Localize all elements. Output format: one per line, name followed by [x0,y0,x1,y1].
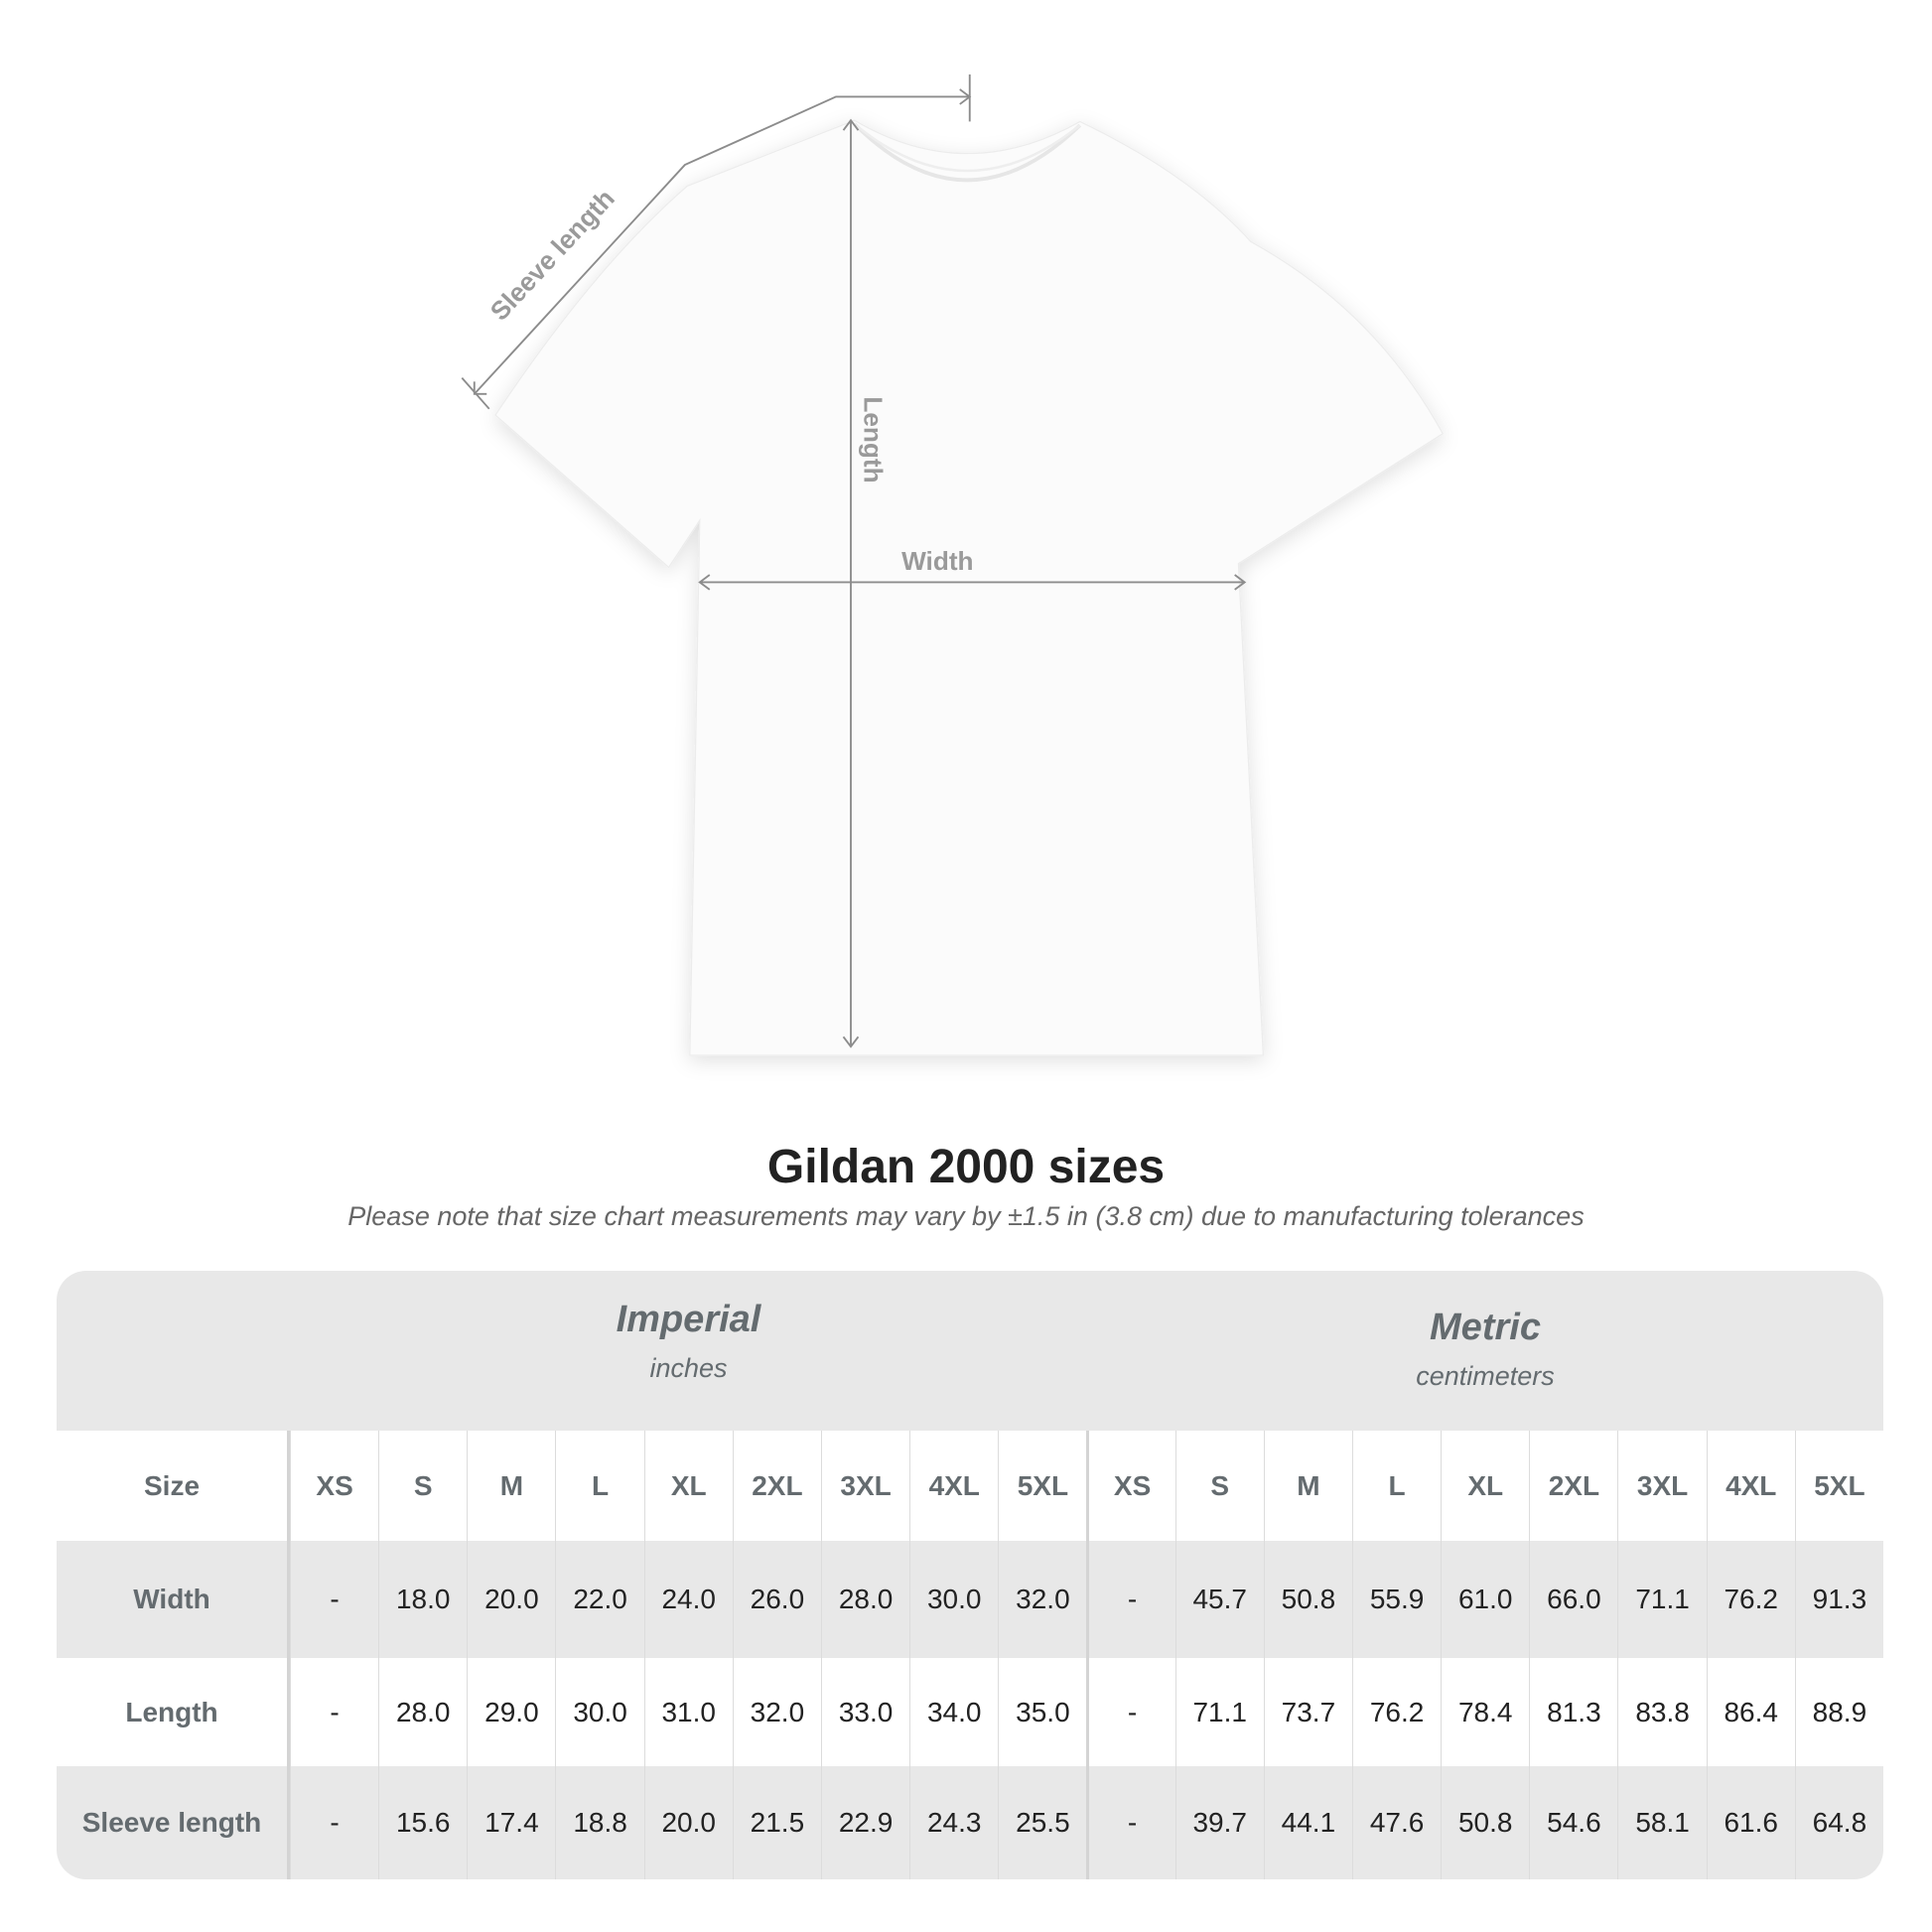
imperial-value: 20.0 [467,1541,555,1658]
size-header-metric: S [1174,1431,1264,1541]
size-header-metric: 3XL [1617,1431,1706,1541]
imperial-unit: inches [649,1353,728,1383]
size-label: Size [57,1431,290,1541]
metric-value: 47.6 [1351,1766,1441,1879]
metric-value: 83.8 [1617,1658,1706,1766]
length-label: Length [859,396,889,483]
imperial-value: 25.5 [998,1766,1086,1879]
imperial-value: 32.0 [998,1541,1086,1658]
imperial-value: 28.0 [820,1541,909,1658]
page-title: Gildan 2000 sizes [766,1141,1166,1193]
size-header-imperial: L [555,1431,643,1541]
size-header-metric: XL [1441,1431,1529,1541]
size-header-imperial: XL [643,1431,733,1541]
size-header-metric: 4XL [1706,1431,1795,1541]
imperial-value: 18.0 [378,1541,467,1658]
metric-value: 88.9 [1794,1658,1883,1766]
size-header-metric: M [1263,1431,1352,1541]
imperial-value: - [290,1766,378,1879]
tshirt-shape [494,119,1445,1056]
imperial-value: 26.0 [732,1541,821,1658]
row-label: Width [57,1541,290,1658]
imperial-value: 28.0 [378,1658,467,1766]
metric-value: 54.6 [1529,1766,1617,1879]
metric-value: 39.7 [1174,1766,1264,1879]
imperial-value: 32.0 [732,1658,821,1766]
metric-value: 71.1 [1617,1541,1706,1658]
imperial-value: 30.0 [555,1658,643,1766]
metric-header: Metric centimeters [1087,1307,1883,1392]
imperial-value: 15.6 [378,1766,467,1879]
imperial-value: 22.0 [555,1541,643,1658]
metric-value: 76.2 [1706,1541,1795,1658]
imperial-value: 18.8 [555,1766,643,1879]
metric-value: 64.8 [1794,1766,1883,1879]
imperial-value: 22.9 [820,1766,909,1879]
imperial-value: 24.3 [909,1766,998,1879]
tshirt-diagram: Sleeve length Length Width [461,74,1445,1056]
metric-value: 50.8 [1441,1766,1529,1879]
metric-value: - [1086,1766,1174,1879]
imperial-value: 17.4 [467,1766,555,1879]
metric-value: 78.4 [1441,1658,1529,1766]
size-header-imperial: 4XL [909,1431,998,1541]
imperial-value: 35.0 [998,1658,1086,1766]
size-header-metric: XS [1086,1431,1174,1541]
imperial-value: 33.0 [820,1658,909,1766]
metric-value: 66.0 [1529,1541,1617,1658]
metric-value: 58.1 [1617,1766,1706,1879]
imperial-value: - [290,1541,378,1658]
metric-value: 91.3 [1794,1541,1883,1658]
size-header-metric: 2XL [1529,1431,1617,1541]
metric-value: - [1086,1658,1174,1766]
width-measure-line [698,574,1247,591]
size-table: Imperial inches Metric centimeters Size X… [57,1271,1883,1879]
imperial-value: - [290,1658,378,1766]
table-row-width: Width -18.0 20.0 22.0 24.0 26.0 28.0 30.0 32.0-4… [57,1541,1883,1658]
size-header-imperial: 3XL [820,1431,909,1541]
size-header-imperial: 5XL [998,1431,1086,1541]
imperial-value: 31.0 [643,1658,733,1766]
imperial-value: 29.0 [467,1658,555,1766]
size-header-imperial: XS [290,1431,378,1541]
row-label: Sleeve length [57,1766,290,1879]
imperial-value: 30.0 [909,1541,998,1658]
size-header-metric: L [1351,1431,1441,1541]
metric-value: 44.1 [1263,1766,1352,1879]
tolerance-note: Please note that size chart measurements… [347,1201,1585,1231]
length-measure-line [842,118,860,1048]
size-header-imperial: S [378,1431,467,1541]
size-header-imperial: 2XL [732,1431,821,1541]
metric-unit: centimeters [1416,1361,1555,1391]
metric-value: 76.2 [1351,1658,1441,1766]
collar [853,122,1082,183]
metric-value: - [1086,1541,1174,1658]
size-header-imperial: M [467,1431,555,1541]
metric-value: 61.0 [1441,1541,1529,1658]
size-header-metric: 5XL [1794,1431,1883,1541]
size-header-row: Size XS S M L XL 2XL 3XL 4XL 5XL XS S M L XL 2XL 3XL 4XL 5… [57,1431,1883,1541]
imperial-value: 24.0 [643,1541,733,1658]
metric-value: 81.3 [1529,1658,1617,1766]
table-row-sleeve-length: Sleeve length -15.6 17.4 18.8 20.0 21.5 22.9 24… [57,1766,1883,1879]
imperial-header: Imperial inches [290,1299,1087,1384]
metric-value: 50.8 [1263,1541,1352,1658]
table-row-length: Length -28.0 29.0 30.0 31.0 32.0 33.0 34.0 35.0-… [57,1658,1883,1766]
metric-value: 55.9 [1351,1541,1441,1658]
metric-value: 45.7 [1174,1541,1264,1658]
imperial-value: 20.0 [643,1766,733,1879]
width-label: Width [901,546,973,576]
metric-title: Metric [1430,1307,1541,1348]
sleeve-measure-line [461,74,972,410]
metric-value: 86.4 [1706,1658,1795,1766]
metric-value: 71.1 [1174,1658,1264,1766]
metric-value: 73.7 [1263,1658,1352,1766]
imperial-title: Imperial [616,1299,761,1340]
imperial-value: 34.0 [909,1658,998,1766]
imperial-value: 21.5 [732,1766,821,1879]
unit-header-band [57,1271,1883,1431]
row-label: Length [57,1658,290,1766]
metric-value: 61.6 [1706,1766,1795,1879]
